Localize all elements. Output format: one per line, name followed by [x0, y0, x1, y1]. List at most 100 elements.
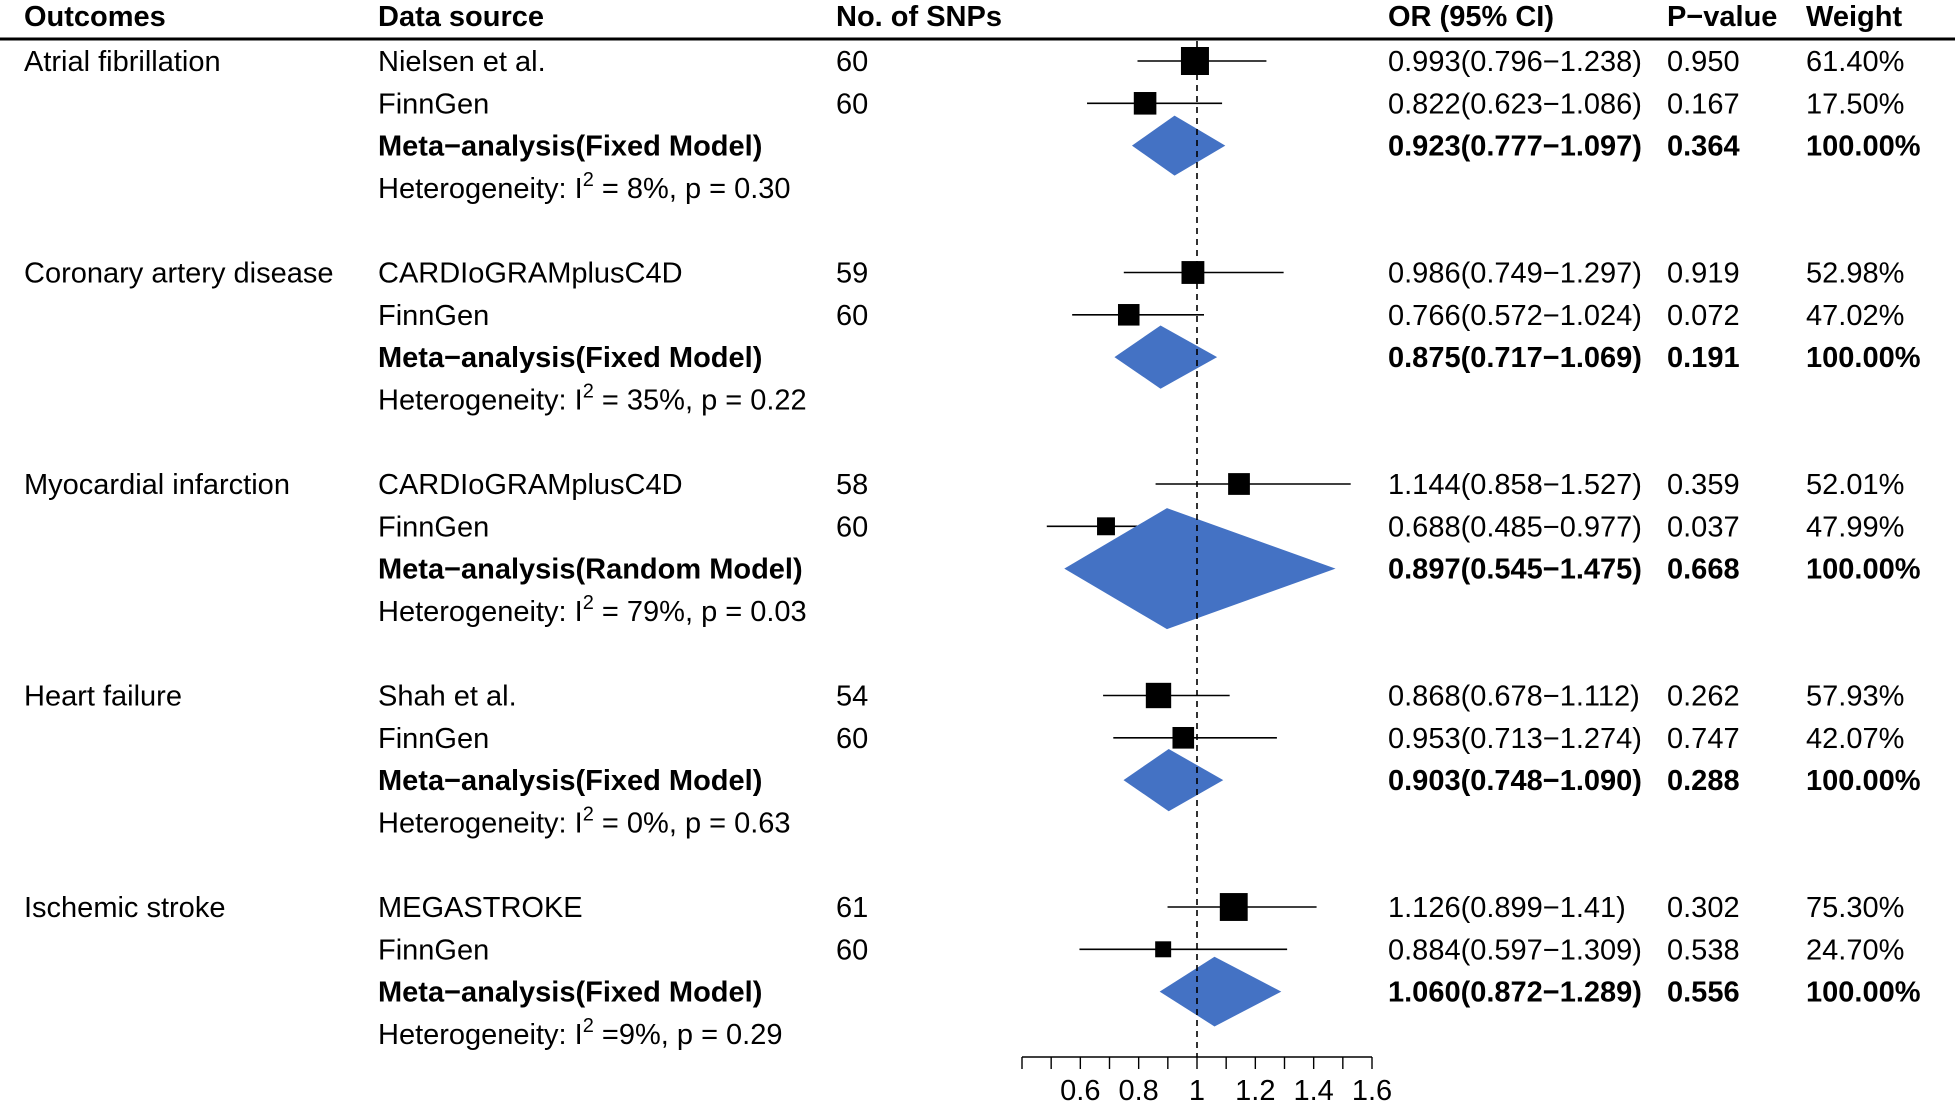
snp-count: 59: [836, 258, 868, 290]
meta-analysis-label: Meta−analysis(Fixed Model): [378, 342, 762, 374]
meta-p-value: 0.668: [1667, 554, 1740, 586]
meta-or-ci-value: 0.923(0.777−1.097): [1388, 131, 1642, 163]
p-value: 0.072: [1667, 300, 1740, 332]
meta-analysis-label: Meta−analysis(Fixed Model): [378, 977, 762, 1009]
outcome-label: Ischemic stroke: [24, 892, 225, 924]
meta-weight-value: 100.00%: [1806, 131, 1921, 163]
weight-value: 52.01%: [1806, 469, 1904, 501]
p-value: 0.167: [1667, 88, 1740, 120]
p-value: 0.538: [1667, 934, 1740, 966]
x-tick-label: 1: [1189, 1075, 1205, 1106]
data-source: FinnGen: [378, 511, 489, 543]
meta-diamond: [1159, 956, 1282, 1027]
heterogeneity-text: Heterogeneity: I2 = 8%, p = 0.30: [378, 169, 791, 205]
data-source: Shah et al.: [378, 681, 517, 713]
meta-or-ci-value: 0.897(0.545−1.475): [1388, 554, 1642, 586]
meta-weight-value: 100.00%: [1806, 977, 1921, 1009]
header-weight: Weight: [1806, 1, 1902, 33]
header-snps: No. of SNPs: [836, 1, 1002, 33]
outcome-label: Myocardial infarction: [24, 469, 290, 501]
meta-analysis-label: Meta−analysis(Fixed Model): [378, 131, 762, 163]
meta-p-value: 0.364: [1667, 131, 1740, 163]
point-estimate: [1228, 473, 1250, 495]
or-ci-value: 0.884(0.597−1.309): [1388, 934, 1642, 966]
header-row: Outcomes Data source No. of SNPs OR (95%…: [0, 1, 1955, 41]
weight-value: 47.99%: [1806, 511, 1904, 543]
table-rows: Atrial fibrillation Nielsen et al. 60 0.993…: [24, 46, 1921, 1051]
x-tick-label: 1.2: [1235, 1075, 1275, 1106]
heterogeneity-text: Heterogeneity: I2 = 0%, p = 0.63: [378, 803, 791, 839]
point-estimate: [1219, 893, 1248, 921]
meta-analysis-label: Meta−analysis(Fixed Model): [378, 765, 762, 797]
weight-value: 47.02%: [1806, 300, 1904, 332]
or-ci-value: 1.126(0.899−1.41): [1388, 892, 1626, 924]
x-tick-label: 1.6: [1352, 1075, 1392, 1106]
snp-count: 60: [836, 300, 868, 332]
snp-count: 60: [836, 511, 868, 543]
data-source: CARDIoGRAMplusC4D: [378, 469, 683, 501]
snp-count: 60: [836, 723, 868, 755]
weight-value: 75.30%: [1806, 892, 1904, 924]
meta-diamond: [1131, 115, 1226, 176]
data-source: FinnGen: [378, 723, 489, 755]
snp-count: 60: [836, 934, 868, 966]
p-value: 0.359: [1667, 469, 1740, 501]
point-estimate: [1180, 47, 1209, 75]
data-source: FinnGen: [378, 934, 489, 966]
data-source: MEGASTROKE: [378, 892, 583, 924]
point-estimate: [1181, 261, 1205, 284]
x-tick-label: 0.6: [1060, 1075, 1100, 1106]
weight-value: 17.50%: [1806, 88, 1904, 120]
weight-value: 57.93%: [1806, 681, 1904, 713]
point-estimate: [1155, 941, 1172, 958]
p-value: 0.747: [1667, 723, 1740, 755]
x-tick-label: 0.8: [1119, 1075, 1159, 1106]
meta-weight-value: 100.00%: [1806, 554, 1921, 586]
data-source: FinnGen: [378, 300, 489, 332]
p-value: 0.262: [1667, 681, 1740, 713]
x-tick-label: 1.4: [1294, 1075, 1334, 1106]
weight-value: 61.40%: [1806, 46, 1904, 78]
header-outcomes: Outcomes: [24, 1, 166, 33]
outcome-label: Heart failure: [24, 681, 182, 713]
point-estimate: [1117, 304, 1140, 326]
plot-area: 0.6 0.8 1 1.2 1.4 1.6: [1021, 41, 1392, 1106]
meta-analysis-label: Meta−analysis(Random Model): [378, 554, 803, 586]
weight-value: 52.98%: [1806, 258, 1904, 290]
point-estimate: [1097, 517, 1115, 536]
meta-p-value: 0.556: [1667, 977, 1740, 1009]
or-ci-value: 0.822(0.623−1.086): [1388, 88, 1642, 120]
p-value: 0.919: [1667, 258, 1740, 290]
data-source: Nielsen et al.: [378, 46, 546, 78]
or-ci-value: 0.688(0.485−0.977): [1388, 511, 1642, 543]
or-ci-value: 0.953(0.713−1.274): [1388, 723, 1642, 755]
header-data-source: Data source: [378, 1, 544, 33]
or-ci-value: 0.868(0.678−1.112): [1388, 681, 1640, 713]
heterogeneity-text: Heterogeneity: I2 = 35%, p = 0.22: [378, 380, 807, 416]
weight-value: 42.07%: [1806, 723, 1904, 755]
outcome-label: Atrial fibrillation: [24, 46, 221, 78]
heterogeneity-text: Heterogeneity: I2 =9%, p = 0.29: [378, 1015, 783, 1051]
meta-weight-value: 100.00%: [1806, 342, 1921, 374]
meta-diamond: [1064, 508, 1336, 630]
meta-or-ci-value: 1.060(0.872−1.289): [1388, 977, 1642, 1009]
or-ci-value: 0.766(0.572−1.024): [1388, 300, 1642, 332]
snp-count: 60: [836, 88, 868, 120]
point-estimate: [1172, 726, 1195, 749]
snp-count: 54: [836, 681, 868, 713]
heterogeneity-text: Heterogeneity: I2 = 79%, p = 0.03: [378, 592, 807, 628]
p-value: 0.950: [1667, 46, 1740, 78]
header-or: OR (95% CI): [1388, 1, 1554, 33]
or-ci-value: 0.993(0.796−1.238): [1388, 46, 1642, 78]
weight-value: 24.70%: [1806, 934, 1904, 966]
meta-p-value: 0.288: [1667, 765, 1740, 797]
meta-diamond: [1114, 325, 1218, 389]
p-value: 0.037: [1667, 511, 1740, 543]
snp-count: 58: [836, 469, 868, 501]
data-source: CARDIoGRAMplusC4D: [378, 258, 683, 290]
or-ci-value: 0.986(0.749−1.297): [1388, 258, 1642, 290]
point-estimate: [1145, 682, 1172, 709]
or-ci-value: 1.144(0.858−1.527): [1388, 469, 1642, 501]
meta-or-ci-value: 0.903(0.748−1.090): [1388, 765, 1642, 797]
